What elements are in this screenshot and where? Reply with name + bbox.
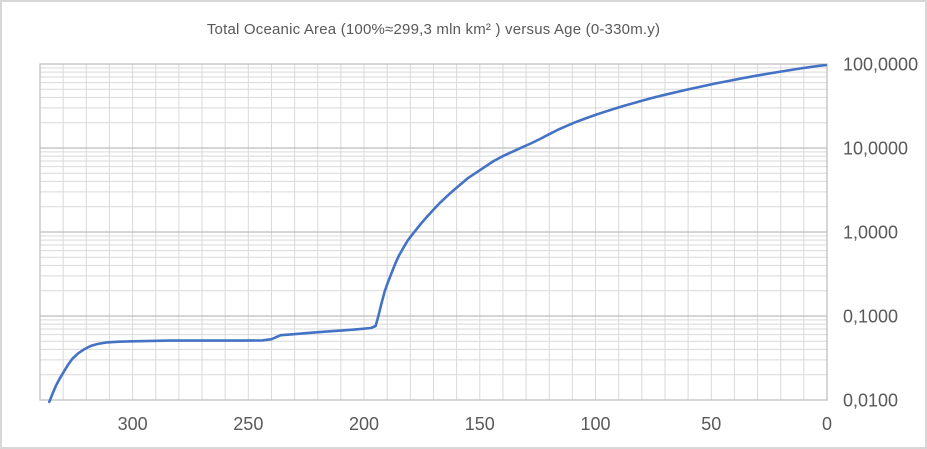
plot-border — [39, 63, 828, 401]
y-axis-tick-label: 10,0000 — [843, 139, 908, 159]
x-axis-tick-label: 200 — [349, 414, 379, 434]
x-axis-tick-label: 300 — [118, 414, 148, 434]
series-line — [47, 64, 827, 404]
y-axis-tick-label: 100,0000 — [843, 55, 918, 75]
x-axis-tick-label: 150 — [465, 414, 495, 434]
x-axis-tick-label: 100 — [581, 414, 611, 434]
y-axis-tick-label: 0,1000 — [843, 307, 898, 327]
y-axis-tick-label: 1,0000 — [843, 223, 898, 243]
x-axis-tick-label: 0 — [822, 414, 832, 434]
x-axis-tick-label: 250 — [233, 414, 263, 434]
y-axis-tick-label: 0,0100 — [843, 391, 898, 411]
x-axis-tick-label: 50 — [701, 414, 721, 434]
chart-title: Total Oceanic Area (100%≈299,3 mln km² )… — [206, 21, 661, 38]
